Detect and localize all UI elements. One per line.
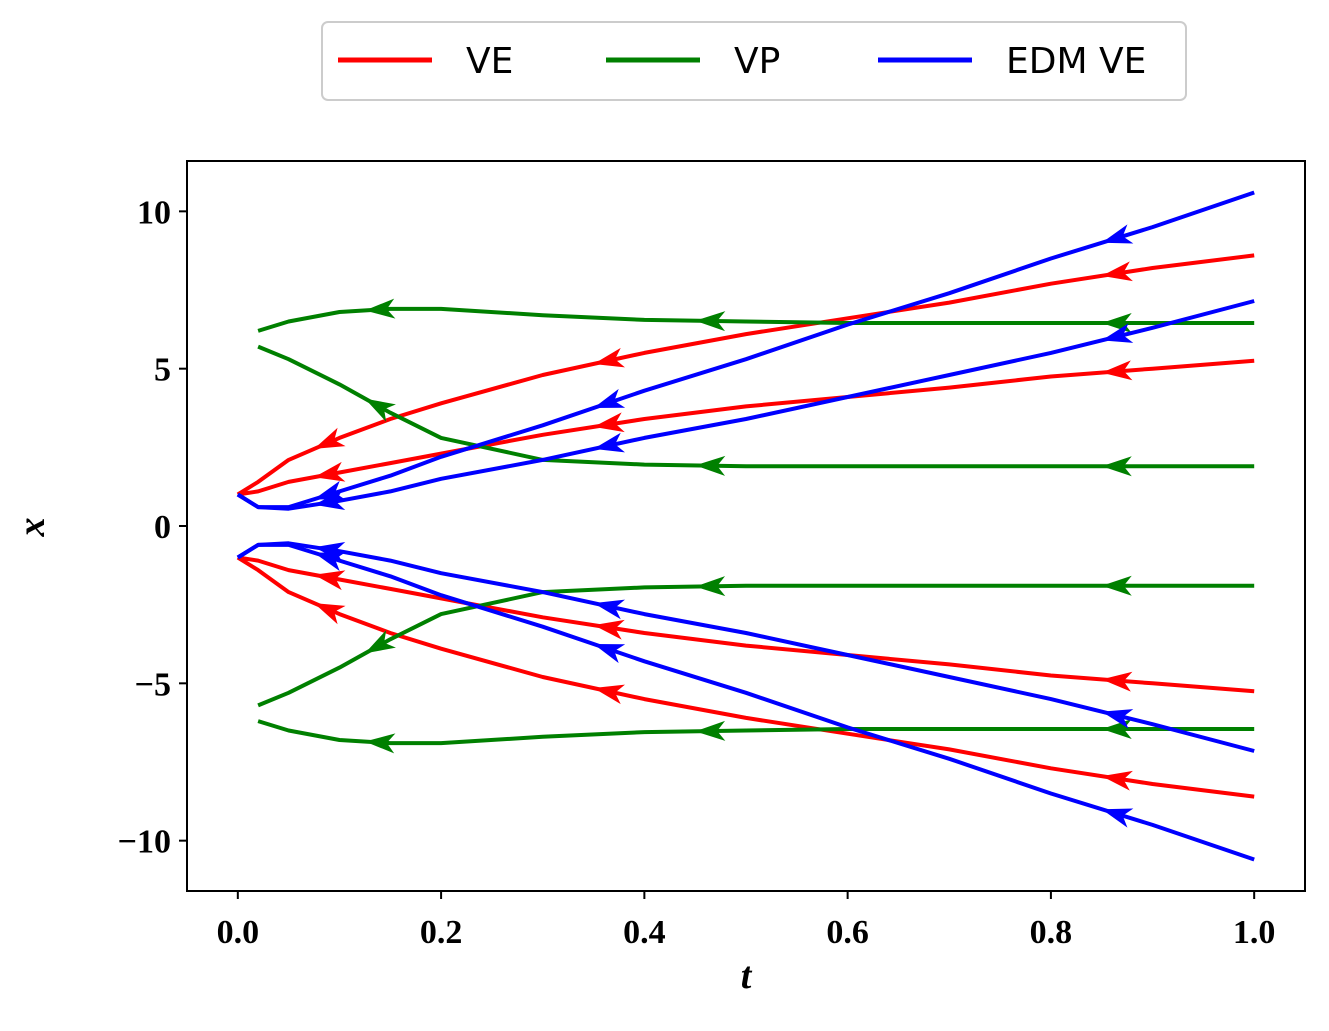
direction-arrow (314, 552, 346, 572)
direction-arrow (695, 311, 726, 332)
x-tick-label: 0.8 (1030, 914, 1073, 951)
direction-arrow (1101, 323, 1134, 343)
y-tick-label: −5 (135, 666, 171, 703)
trajectory (236, 299, 1255, 511)
direction-arrow (695, 455, 726, 476)
trajectory (257, 583, 1255, 708)
direction-arrow (593, 347, 625, 368)
x-axis-label: t (741, 955, 753, 997)
trajectory (236, 541, 1255, 753)
direction-arrow (695, 576, 726, 597)
direction-arrow (364, 298, 396, 319)
trajectory (236, 253, 1255, 497)
direction-arrow (593, 432, 625, 453)
y-tick-label: 5 (154, 352, 171, 389)
x-tick-label: 0.6 (826, 914, 869, 951)
trajectory (257, 719, 1255, 746)
direction-arrow (1101, 224, 1134, 244)
legend-frame (321, 21, 1187, 101)
trajectory (237, 358, 1255, 497)
direction-arrow (1101, 709, 1134, 729)
direction-arrow (593, 388, 626, 409)
direction-arrow (1101, 671, 1133, 692)
direction-arrow (593, 643, 626, 664)
direction-arrow (314, 427, 346, 449)
y-axis-label: x (11, 518, 53, 538)
direction-arrow (314, 570, 346, 591)
direction-arrow (364, 630, 396, 654)
x-tick-label: 0.4 (623, 914, 666, 951)
direction-arrow (593, 619, 625, 640)
y-tick-label: −10 (118, 824, 171, 861)
direction-arrow (593, 684, 625, 705)
direction-arrow (364, 398, 396, 422)
direction-arrow (314, 461, 346, 482)
legend-label: VP (734, 41, 780, 82)
direction-arrow (695, 720, 726, 741)
y-tick-label: 10 (137, 194, 171, 231)
trajectory (236, 542, 1255, 862)
direction-arrow (314, 490, 346, 511)
direction-arrow (314, 603, 346, 625)
trajectory (257, 306, 1255, 333)
direction-arrow (1101, 770, 1133, 791)
trajectory (237, 555, 1255, 694)
trajectory (236, 190, 1255, 510)
x-tick-label: 0.2 (420, 914, 463, 951)
direction-arrow (364, 733, 396, 754)
direction-arrow (1101, 808, 1134, 828)
trajectory (236, 555, 1255, 799)
legend-label: VE (466, 41, 513, 82)
direction-arrow (1101, 261, 1133, 282)
direction-arrow (1101, 360, 1133, 381)
direction-arrow (1101, 575, 1132, 596)
x-tick-label: 1.0 (1233, 914, 1276, 951)
direction-arrow (593, 599, 625, 620)
direction-arrow (593, 412, 625, 433)
x-tick-label: 0.0 (217, 914, 260, 951)
direction-arrow (1101, 456, 1132, 477)
trajectory (257, 344, 1255, 469)
y-tick-label: 0 (154, 509, 171, 546)
legend-label: EDM VE (1006, 41, 1146, 82)
